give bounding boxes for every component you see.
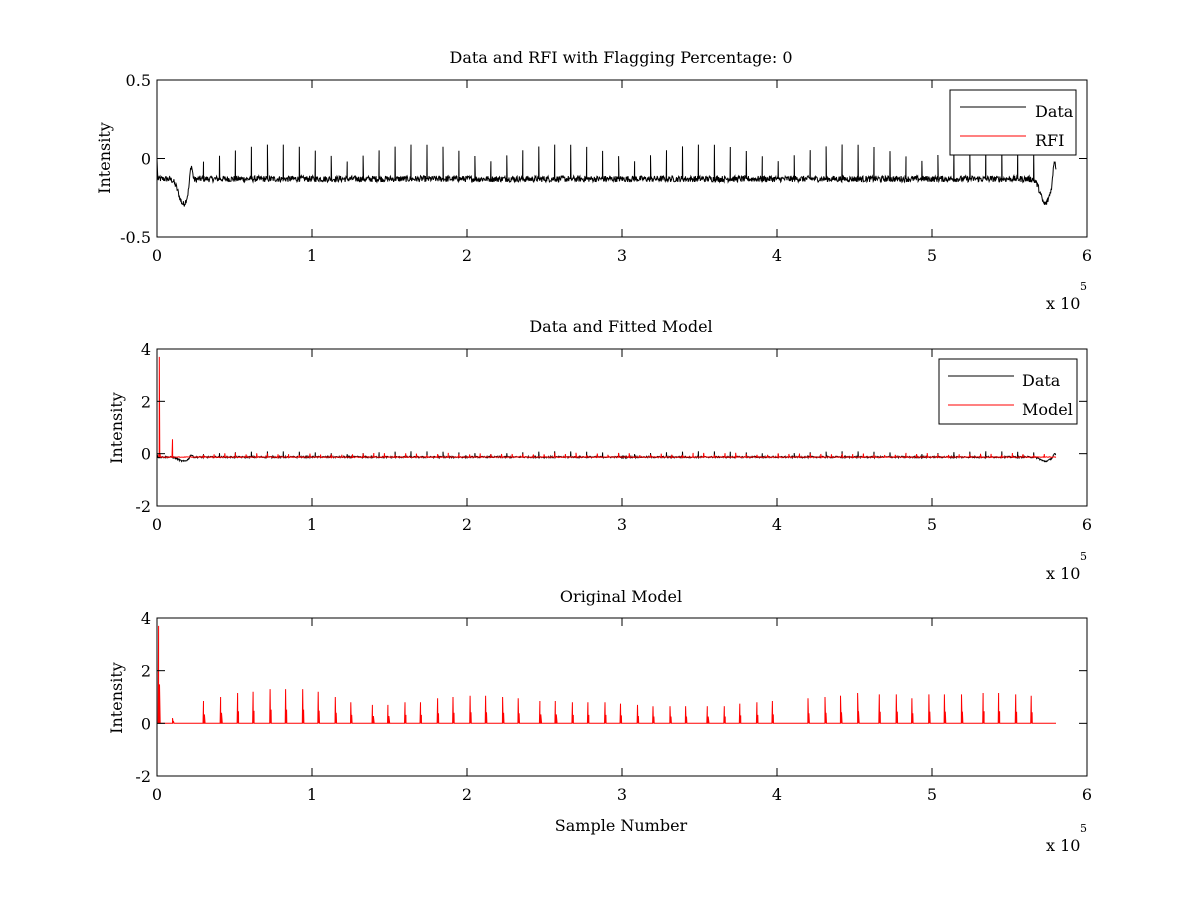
- x-tick-label: 1: [307, 246, 317, 265]
- y-tick-label: -0.5: [120, 228, 151, 247]
- x-tick-label: 6: [1082, 515, 1092, 534]
- panel-1: Data and RFI with Flagging Percentage: 0…: [95, 48, 1092, 313]
- panel-1-x-multiplier: x 10: [1046, 294, 1080, 313]
- y-tick-label: 0.5: [126, 71, 151, 90]
- x-tick-label: 3: [617, 515, 627, 534]
- series-line-model: [158, 356, 1057, 460]
- y-tick-label: 4: [141, 609, 151, 628]
- panel-3-x-multiplier: x 10: [1046, 836, 1080, 855]
- panel-3-plot-area: [157, 625, 1056, 724]
- panel-1-title: Data and RFI with Flagging Percentage: 0: [449, 48, 792, 67]
- x-tick-label: 2: [462, 515, 472, 534]
- x-tick-label: 6: [1082, 246, 1092, 265]
- y-tick-label: 2: [141, 392, 151, 411]
- panel-1-ticks: 0 1 2 3 4 5 6-0.500.5: [120, 71, 1092, 265]
- panel-3-xlabel: Sample Number: [555, 816, 688, 835]
- panel-1-legend-label-rfi: RFI: [1035, 131, 1064, 150]
- panel-2-legend-label-model: Model: [1022, 400, 1073, 419]
- panel-1-legend-label-data: Data: [1035, 102, 1074, 121]
- x-tick-label: 0: [152, 246, 162, 265]
- x-tick-label: 5: [927, 515, 937, 534]
- series-line-model: [157, 625, 1056, 724]
- y-tick-label: -2: [135, 767, 151, 786]
- panel-2-x-multiplier-exponent: 5: [1080, 550, 1087, 563]
- panel-1-axes-frame: [156, 79, 1088, 238]
- x-tick-label: 4: [772, 515, 782, 534]
- x-tick-label: 4: [772, 246, 782, 265]
- y-tick-label: 0: [141, 150, 151, 169]
- panel-3-title: Original Model: [560, 587, 682, 606]
- x-tick-label: 6: [1082, 785, 1092, 804]
- panel-1-legend-box: [949, 89, 1077, 156]
- panel-2-axes-frame: [156, 348, 1088, 507]
- panel-2-plot-area: [156, 356, 1057, 463]
- panel-2-ylabel: Intensity: [107, 392, 126, 464]
- x-tick-label: 3: [617, 785, 627, 804]
- panel-1-plot-area: [156, 144, 1057, 207]
- x-tick-label: 5: [927, 246, 937, 265]
- x-tick-label: 0: [152, 515, 162, 534]
- x-tick-label: 2: [462, 246, 472, 265]
- series-line-data: [156, 144, 1057, 207]
- panel-3-x-multiplier-exponent: 5: [1080, 822, 1087, 835]
- x-tick-label: 1: [307, 785, 317, 804]
- y-tick-label: 0: [141, 714, 151, 733]
- panel-3-axes-frame: [156, 617, 1088, 777]
- y-tick-label: 0: [141, 445, 151, 464]
- panel-2-legend-label-data: Data: [1022, 371, 1061, 390]
- panel-1-x-multiplier-exponent: 5: [1080, 280, 1087, 293]
- panel-2-legend-box: [938, 358, 1078, 425]
- x-tick-label: 2: [462, 785, 472, 804]
- x-tick-label: 4: [772, 785, 782, 804]
- y-tick-label: -2: [135, 497, 151, 516]
- y-tick-label: 2: [141, 662, 151, 681]
- panel-3-ylabel: Intensity: [107, 662, 126, 734]
- x-tick-label: 0: [152, 785, 162, 804]
- x-tick-label: 5: [927, 785, 937, 804]
- panel-2-title: Data and Fitted Model: [529, 317, 712, 336]
- panel-1-legend: Data RFI: [949, 89, 1077, 156]
- x-tick-label: 3: [617, 246, 627, 265]
- panel-2-legend: Data Model: [938, 358, 1078, 425]
- y-tick-label: 4: [141, 340, 151, 359]
- x-tick-label: 1: [307, 515, 317, 534]
- panel-1-ylabel: Intensity: [95, 122, 114, 194]
- panel-2-x-multiplier: x 10: [1046, 564, 1080, 583]
